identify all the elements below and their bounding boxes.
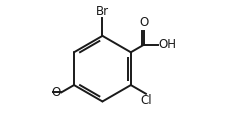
Text: OH: OH (158, 38, 176, 51)
Text: O: O (51, 86, 61, 99)
Text: Br: Br (96, 5, 109, 18)
Text: Cl: Cl (140, 94, 152, 107)
Text: O: O (140, 16, 149, 29)
